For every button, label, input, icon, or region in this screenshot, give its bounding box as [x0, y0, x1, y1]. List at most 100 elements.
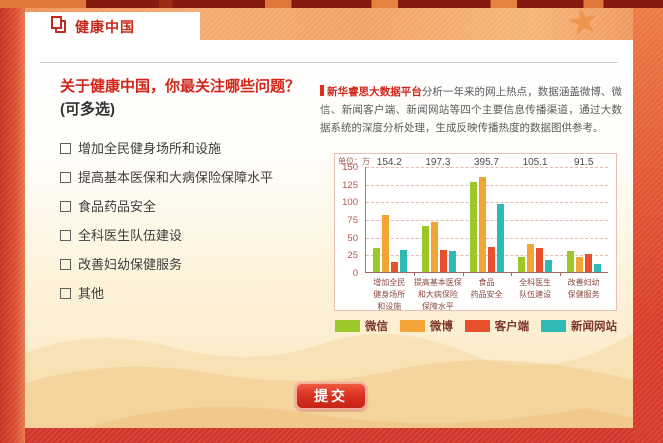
- question-title: 关于健康中国，你最关注哪些问题？ (可多选): [60, 76, 315, 121]
- chart-total-label: 91.5: [573, 157, 594, 168]
- chart-axis-tick: [462, 272, 464, 276]
- chart-bar-group: [511, 167, 559, 272]
- chart-bar-group: [366, 167, 414, 272]
- red-block-marker-icon: [320, 85, 324, 96]
- question-title-suffix: (可多选): [60, 100, 115, 118]
- checkbox-icon[interactable]: [60, 259, 71, 270]
- chart-gridline: [366, 202, 608, 204]
- option-label: 改善妇幼保健服务: [78, 257, 183, 272]
- legend-swatch-icon: [464, 320, 490, 332]
- legend-item: 微信: [335, 318, 388, 334]
- legend-item: 新闻网站: [540, 318, 617, 334]
- description-lead: 新华睿思大数据平台: [327, 86, 422, 98]
- content-panel: 关于健康中国，你最关注哪些问题？ (可多选) 增加全民健身场所和设施 提高基本医保…: [25, 40, 633, 428]
- chart-gridline: [366, 220, 608, 221]
- chart-total-label: 105.1: [522, 157, 548, 168]
- chart-total-label: 395.7: [473, 157, 499, 168]
- header-tab: 健康中国: [25, 12, 200, 41]
- checkbox-icon[interactable]: [60, 172, 71, 183]
- frame-right-border: [633, 8, 663, 443]
- checkbox-icon[interactable]: [60, 143, 71, 154]
- chart-bar: [400, 250, 408, 272]
- chart-x-tick-label: 全科医生 队伍建设: [519, 278, 552, 299]
- chart-bar: [448, 250, 456, 272]
- mountains-decoration: [25, 333, 633, 428]
- option-row-4[interactable]: 全科医生队伍建设: [60, 228, 315, 257]
- option-label: 食品药品安全: [78, 199, 157, 214]
- option-row-1[interactable]: 增加全民健身场所和设施: [60, 141, 315, 170]
- chart-gridline: [366, 167, 608, 168]
- chart-bar: [479, 176, 487, 272]
- submit-button[interactable]: 提交: [295, 382, 367, 410]
- chart-bar: [575, 257, 583, 272]
- chart-group-totals: 154.2 197.3 395.7 105.1 91.5: [365, 157, 608, 168]
- chart-bar: [488, 247, 496, 272]
- checkbox-icon[interactable]: [60, 201, 71, 212]
- chart-x-tick-label: 改善妇幼 保健服务: [567, 278, 600, 299]
- legend-item: 微博: [399, 318, 453, 334]
- question-section: 关于健康中国，你最关注哪些问题？ (可多选) 增加全民健身场所和设施 提高基本医保…: [60, 76, 315, 315]
- description-body: 分析一年来的网上热点，数据涵盖微博、微信、新闻客户端、新闻网站等四个主要信息传播…: [320, 86, 623, 134]
- pages-icon: [51, 16, 66, 33]
- chart-y-tick: 0: [352, 268, 358, 279]
- chart-y-tick: 75: [347, 215, 358, 226]
- page-title: 健康中国: [75, 18, 135, 35]
- checkbox-icon[interactable]: [60, 288, 71, 299]
- legend-swatch-icon: [540, 320, 566, 332]
- chart-y-tick: 150: [342, 162, 358, 173]
- option-label: 其他: [78, 286, 105, 301]
- option-label: 增加全民健身场所和设施: [78, 141, 222, 156]
- chart-bar: [373, 247, 381, 272]
- chart-gridline: [366, 184, 608, 186]
- chart-bar: [536, 247, 544, 272]
- legend-label: 微信: [365, 321, 388, 333]
- star-icon: ★: [564, 0, 602, 44]
- chart-axis-tick: [414, 272, 416, 276]
- chart-bar-group: [560, 167, 608, 272]
- chart-bar: [391, 262, 399, 272]
- legend-swatch-icon: [335, 320, 360, 332]
- chart-x-axis-labels: 增加全民 健身场所 和设施 提高基本医保 和大病保险 保障水平 食品 药品安全 全科医…: [365, 277, 608, 313]
- chart-legend: 微信 微博 客户端 新闻网站: [335, 318, 617, 334]
- legend-label: 客户端: [494, 321, 530, 333]
- options-list: 增加全民健身场所和设施 提高基本医保和大病保险保障水平 食品药品安全 全科医生队…: [60, 141, 315, 315]
- chart-bar: [593, 264, 601, 272]
- chart-bar: [430, 221, 438, 272]
- clipped-banner-strip: [0, 0, 663, 8]
- chart-bar: [518, 257, 526, 272]
- option-label: 提高基本医保和大病保险保障水平: [78, 170, 274, 185]
- legend-item: 客户端: [464, 318, 530, 334]
- chart-bar-group: [463, 167, 511, 272]
- legend-label: 新闻网站: [570, 321, 617, 333]
- chart-bar: [527, 244, 535, 272]
- chart-bar: [470, 181, 478, 272]
- chart-total-label: 154.2: [376, 157, 402, 168]
- chart-bar: [566, 250, 574, 272]
- chart-y-tick: 100: [342, 197, 358, 209]
- chart-y-tick: 125: [342, 179, 358, 191]
- option-row-6[interactable]: 其他: [60, 286, 315, 315]
- legend-label: 微博: [429, 321, 453, 333]
- frame-left-border: [0, 8, 25, 443]
- chart-axis-tick: [511, 272, 513, 276]
- header-divider: [40, 62, 618, 63]
- chart-y-axis-labels: 150 125 100 75 50 25 0: [335, 162, 361, 279]
- hotness-bar-chart: 单位：万 154.2 197.3 395.7 105.1 91.5 150 125 100 7…: [334, 153, 617, 311]
- option-row-2[interactable]: 提高基本医保和大病保险保障水平: [60, 170, 315, 199]
- chart-y-tick: 25: [347, 250, 358, 262]
- option-label: 全科医生队伍建设: [78, 228, 183, 243]
- checkbox-icon[interactable]: [60, 230, 71, 241]
- chart-bar: [584, 254, 592, 272]
- chart-gridline: [366, 255, 608, 257]
- chart-total-label: 197.3: [425, 157, 451, 168]
- option-row-5[interactable]: 改善妇幼保健服务: [60, 257, 315, 286]
- chart-plot-area: [365, 167, 608, 276]
- chart-x-tick-label: 增加全民 健身场所 和设施: [373, 278, 406, 311]
- chart-bar: [545, 260, 553, 272]
- option-row-3[interactable]: 食品药品安全: [60, 199, 315, 228]
- chart-unit-label: 单位：万: [338, 157, 370, 166]
- chart-x-tick-label: 食品 药品安全: [470, 278, 503, 299]
- question-title-text: 关于健康中国，你最关注哪些问题？: [60, 78, 301, 95]
- chart-gridline: [366, 237, 608, 239]
